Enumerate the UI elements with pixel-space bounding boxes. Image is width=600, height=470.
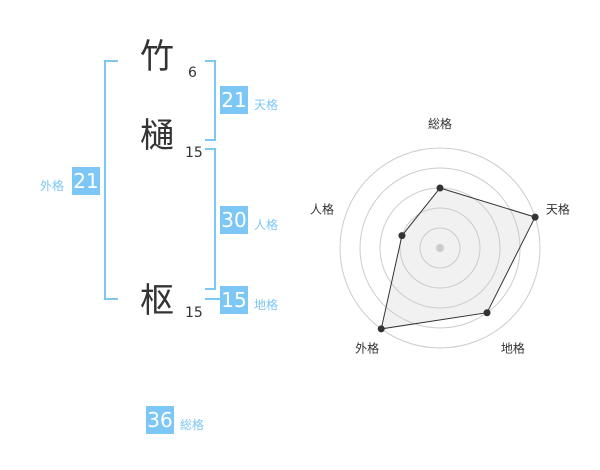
stroke-count-1: 6 [188,65,197,81]
jinkaku-label: 人格 [254,218,279,232]
gaikaku-bracket [104,60,106,300]
chikaku-connector [205,298,220,300]
tenkaku-label: 天格 [254,98,279,112]
soukaku-label: 総格 [180,418,205,432]
radar-center [436,244,444,252]
radar-axis-label: 人格 [310,202,334,217]
bracket-tick [104,298,118,300]
name-char-3: 枢 [140,281,174,321]
radar-point [483,309,491,317]
tenkaku-value: 21 [220,86,248,114]
bracket-tick [104,60,118,62]
gaikaku-label: 外格 [40,179,65,193]
bracket-tick [205,139,216,141]
name-char-1: 竹 [140,37,174,77]
radar-point [436,184,444,192]
chikaku-label: 地格 [254,298,279,312]
bracket-tick [205,60,216,62]
chikaku-value: 15 [220,286,248,314]
radar-axis-label: 外格 [355,340,379,355]
radar-point [398,232,406,240]
jinkaku-value: 30 [220,206,248,234]
radar-point [531,213,539,221]
radar-ring [339,147,541,349]
radar-ring [419,227,461,269]
name-char-2: 樋 [140,116,174,156]
bracket-tick [205,148,216,150]
bracket-tick [205,288,216,290]
radar-axis-label: 天格 [546,202,570,217]
radar-axis-label: 地格 [501,340,525,355]
radar-ring [399,207,481,289]
radar-axis-label: 総格 [428,116,452,131]
radar-area [380,187,536,330]
stroke-count-3: 15 [185,305,203,321]
stroke-count-2: 15 [185,145,203,161]
soukaku-value: 36 [146,406,174,434]
gaikaku-value: 21 [72,167,100,195]
jinkaku-bracket [214,148,216,290]
radar-point [377,325,385,333]
tenkaku-bracket [214,60,216,141]
